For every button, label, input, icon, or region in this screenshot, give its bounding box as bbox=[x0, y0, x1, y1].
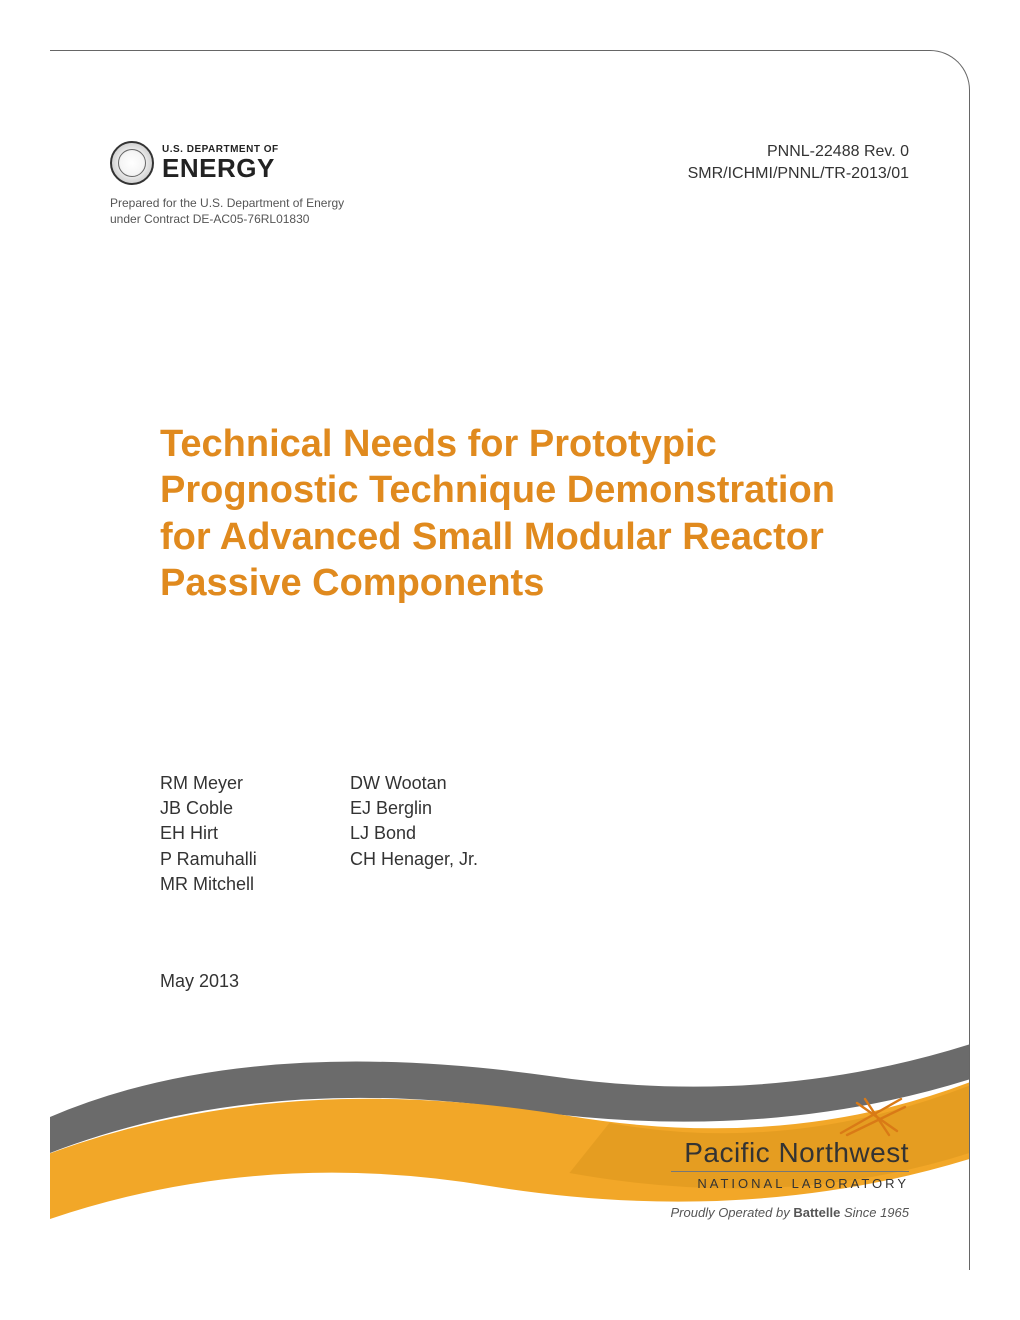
author: RM Meyer bbox=[160, 771, 290, 796]
doe-line2: ENERGY bbox=[162, 155, 279, 181]
prepared-line2: under Contract DE-AC05-76RL01830 bbox=[110, 212, 309, 226]
author: MR Mitchell bbox=[160, 872, 290, 897]
author: JB Coble bbox=[160, 796, 290, 821]
report-title: Technical Needs for Prototypic Prognosti… bbox=[160, 421, 849, 606]
pnnl-mark-icon bbox=[839, 1093, 909, 1137]
author: EH Hirt bbox=[160, 821, 290, 846]
report-cover-page: U.S. DEPARTMENT OF ENERGY Prepared for t… bbox=[0, 0, 1020, 1320]
author-list: RM Meyer JB Coble EH Hirt P Ramuhalli MR… bbox=[160, 771, 480, 897]
author: DW Wootan bbox=[350, 771, 480, 796]
author: LJ Bond bbox=[350, 821, 480, 846]
doe-wordmark: U.S. DEPARTMENT OF ENERGY bbox=[162, 145, 279, 181]
tagline-suffix: Since 1965 bbox=[840, 1205, 909, 1220]
prepared-line1: Prepared for the U.S. Department of Ener… bbox=[110, 196, 344, 210]
doe-block: U.S. DEPARTMENT OF ENERGY Prepared for t… bbox=[110, 141, 344, 227]
tagline-prefix: Proudly Operated by bbox=[671, 1205, 794, 1220]
report-date: May 2013 bbox=[160, 971, 239, 992]
doe-seal-icon bbox=[110, 141, 154, 185]
report-id-2: SMR/ICHMI/PNNL/TR-2013/01 bbox=[688, 163, 909, 185]
report-id-1: PNNL-22488 Rev. 0 bbox=[688, 141, 909, 163]
pnnl-tagline: Proudly Operated by Battelle Since 1965 bbox=[671, 1205, 910, 1220]
author: P Ramuhalli bbox=[160, 847, 290, 872]
pnnl-block: Pacific Northwest NATIONAL LABORATORY Pr… bbox=[671, 1093, 910, 1220]
pnnl-name: Pacific Northwest bbox=[671, 1137, 910, 1169]
pnnl-logo bbox=[671, 1093, 910, 1137]
author: CH Henager, Jr. bbox=[350, 847, 480, 872]
document-numbers: PNNL-22488 Rev. 0 SMR/ICHMI/PNNL/TR-2013… bbox=[688, 141, 909, 184]
authors-col-2: DW Wootan EJ Berglin LJ Bond CH Henager,… bbox=[350, 771, 480, 897]
authors-col-1: RM Meyer JB Coble EH Hirt P Ramuhalli MR… bbox=[160, 771, 290, 897]
tagline-brand: Battelle bbox=[793, 1205, 840, 1220]
prepared-for-text: Prepared for the U.S. Department of Ener… bbox=[110, 195, 344, 227]
doe-logo: U.S. DEPARTMENT OF ENERGY bbox=[110, 141, 344, 185]
page-frame: U.S. DEPARTMENT OF ENERGY Prepared for t… bbox=[50, 50, 970, 1270]
pnnl-sub: NATIONAL LABORATORY bbox=[671, 1171, 910, 1191]
author: EJ Berglin bbox=[350, 796, 480, 821]
header-row: U.S. DEPARTMENT OF ENERGY Prepared for t… bbox=[110, 141, 909, 227]
